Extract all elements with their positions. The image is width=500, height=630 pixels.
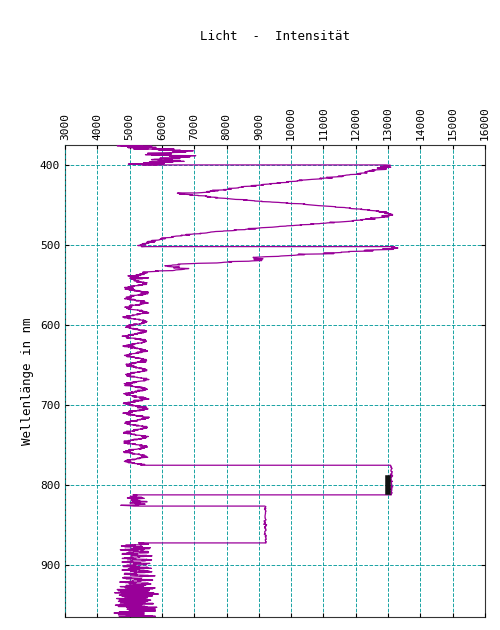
Y-axis label: Wellenlänge in nm: Wellenlänge in nm (22, 318, 35, 445)
X-axis label: Licht  -  Intensität: Licht - Intensität (200, 30, 350, 43)
